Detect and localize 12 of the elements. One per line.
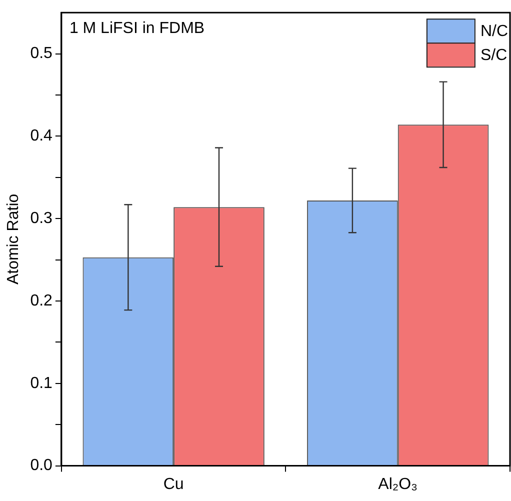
y-tick-label: 0.0 bbox=[30, 457, 53, 474]
y-tick-label: 0.4 bbox=[30, 128, 53, 145]
annotation: 1 M LiFSI in FDMB bbox=[69, 20, 205, 38]
x-tick-label: Cu bbox=[163, 476, 184, 493]
y-axis-title: Atomic Ratio bbox=[5, 194, 22, 285]
legend-label: N/C bbox=[480, 23, 508, 40]
y-tick-label: 0.3 bbox=[30, 210, 53, 228]
x-tick-label: Al₂O₃ bbox=[378, 476, 418, 493]
y-tick-label: 0.1 bbox=[30, 374, 53, 392]
y-tick-label: 0.5 bbox=[30, 45, 53, 62]
legend-label: S/C bbox=[480, 47, 508, 64]
y-tick-label: 0.2 bbox=[30, 292, 53, 310]
